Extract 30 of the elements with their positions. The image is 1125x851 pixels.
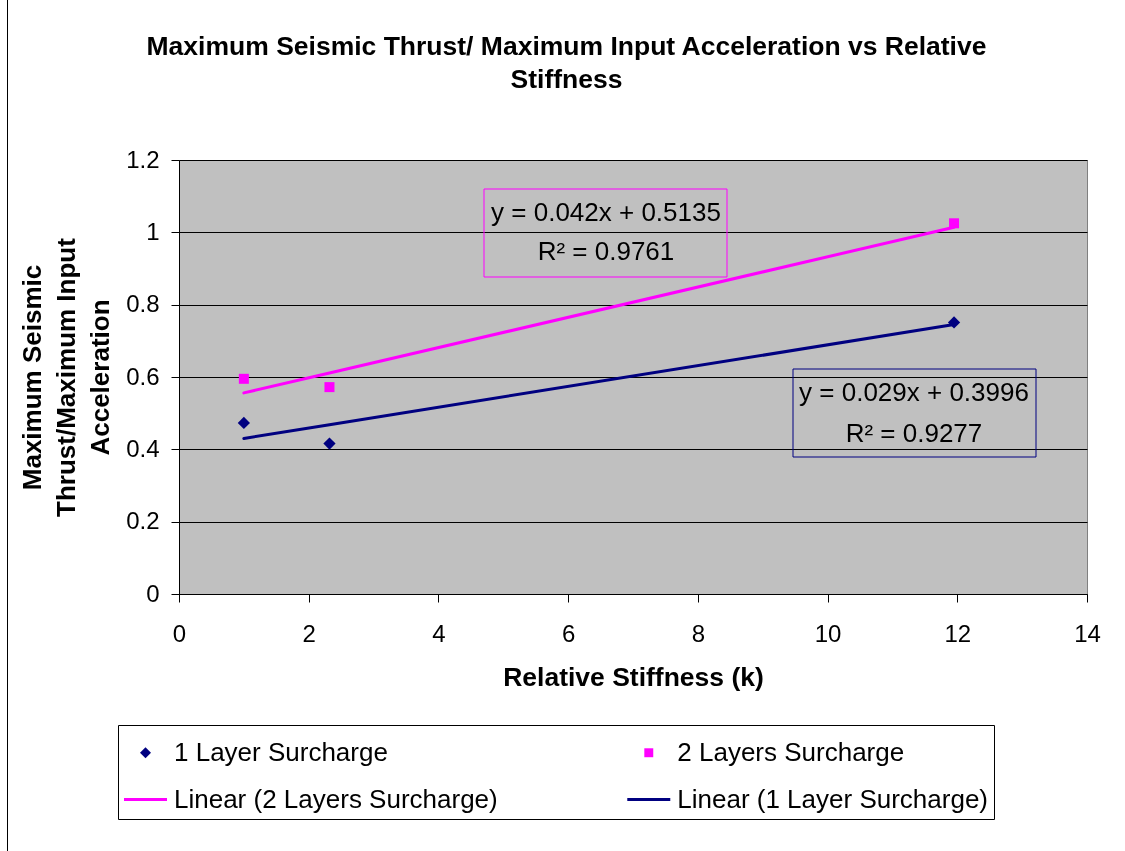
point [324, 382, 335, 393]
y-tick-label: 0.2 [126, 507, 160, 535]
y-axis-title: Maximum Seismic Thrust/Maximum Input Acceleration [17, 237, 116, 517]
x-tick-label: 6 [561, 619, 576, 647]
point [323, 437, 336, 450]
x-tick-label: 8 [691, 619, 706, 647]
y-tick-label: 1.2 [126, 145, 160, 173]
x-tick-label: 2 [302, 619, 316, 647]
annotation: R² = 0.9761 [537, 236, 675, 266]
legend-label: 1 Layer Surcharge [174, 736, 388, 767]
x-tick-label: 14 [1074, 619, 1101, 647]
legend-label: Linear (2 Layers Surcharge) [174, 783, 498, 814]
point [237, 416, 250, 430]
chart-title: Maximum Seismic Thrust/ Maximum Input Acceleration vs Relative Stiffness [146, 30, 987, 94]
y-tick-label: 0.4 [126, 434, 160, 462]
x-tick-label: 4 [432, 619, 446, 647]
annotation: y = 0.042x + 0.5135 [491, 197, 721, 227]
point [238, 373, 249, 384]
x-axis-title: Relative Stiffness (k) [503, 661, 764, 692]
y-tick-label: 0.6 [126, 362, 160, 390]
y-tick-label: 0 [146, 579, 160, 607]
legend-label: Linear (1 Layer Surcharge) [677, 783, 988, 814]
y-tick-label: 0.8 [126, 290, 160, 318]
x-tick-label: 12 [944, 619, 972, 647]
y-tick-label: 1 [146, 217, 160, 245]
legend-label: 2 Layers Surcharge [677, 736, 905, 767]
annotation: R² = 0.9277 [845, 418, 983, 448]
x-tick-label: 10 [814, 619, 842, 647]
x-tick-label: 0 [172, 619, 187, 647]
annotation: y = 0.029x + 0.3996 [799, 377, 1029, 407]
